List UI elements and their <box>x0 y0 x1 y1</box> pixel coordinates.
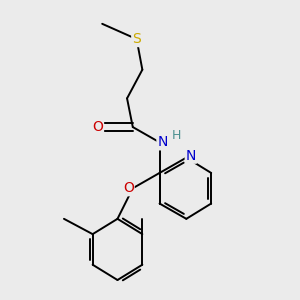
Text: N: N <box>186 149 196 163</box>
Text: N: N <box>158 135 168 149</box>
Text: S: S <box>132 32 141 46</box>
Text: O: O <box>92 120 103 134</box>
Text: H: H <box>172 129 182 142</box>
Text: O: O <box>123 181 134 195</box>
